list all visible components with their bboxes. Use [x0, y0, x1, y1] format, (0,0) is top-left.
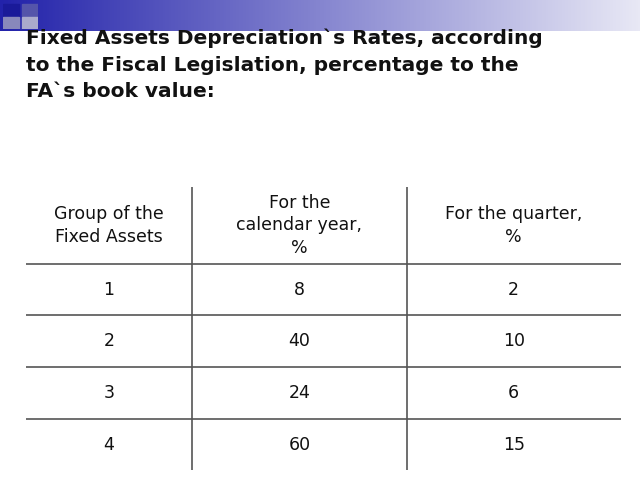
Text: 60: 60	[289, 435, 310, 454]
Text: Group of the
Fixed Assets: Group of the Fixed Assets	[54, 205, 164, 246]
Text: 8: 8	[294, 280, 305, 299]
Text: For the quarter,
%: For the quarter, %	[445, 205, 582, 246]
Bar	[26, 264, 621, 315]
Text: 4: 4	[104, 435, 115, 454]
Text: Fixed Assets Depreciation`s Rates, according
to the Fiscal Legislation, percenta: Fixed Assets Depreciation`s Rates, accor…	[26, 29, 542, 101]
Text: 10: 10	[502, 332, 525, 350]
Text: 6: 6	[508, 384, 519, 402]
Text: 15: 15	[502, 435, 525, 454]
Bar	[3, 3, 19, 15]
Text: For the
calendar year,
%: For the calendar year, %	[236, 194, 362, 257]
Bar	[26, 367, 621, 419]
Text: 3: 3	[104, 384, 115, 402]
Text: 40: 40	[289, 332, 310, 350]
Bar	[3, 17, 19, 29]
Text: 24: 24	[289, 384, 310, 402]
Bar	[26, 187, 621, 264]
Text: 1: 1	[104, 280, 115, 299]
Bar	[26, 315, 621, 367]
Text: 2: 2	[508, 280, 519, 299]
Bar	[26, 419, 621, 470]
Text: 2: 2	[104, 332, 115, 350]
Bar	[22, 3, 38, 15]
Bar	[22, 17, 38, 29]
